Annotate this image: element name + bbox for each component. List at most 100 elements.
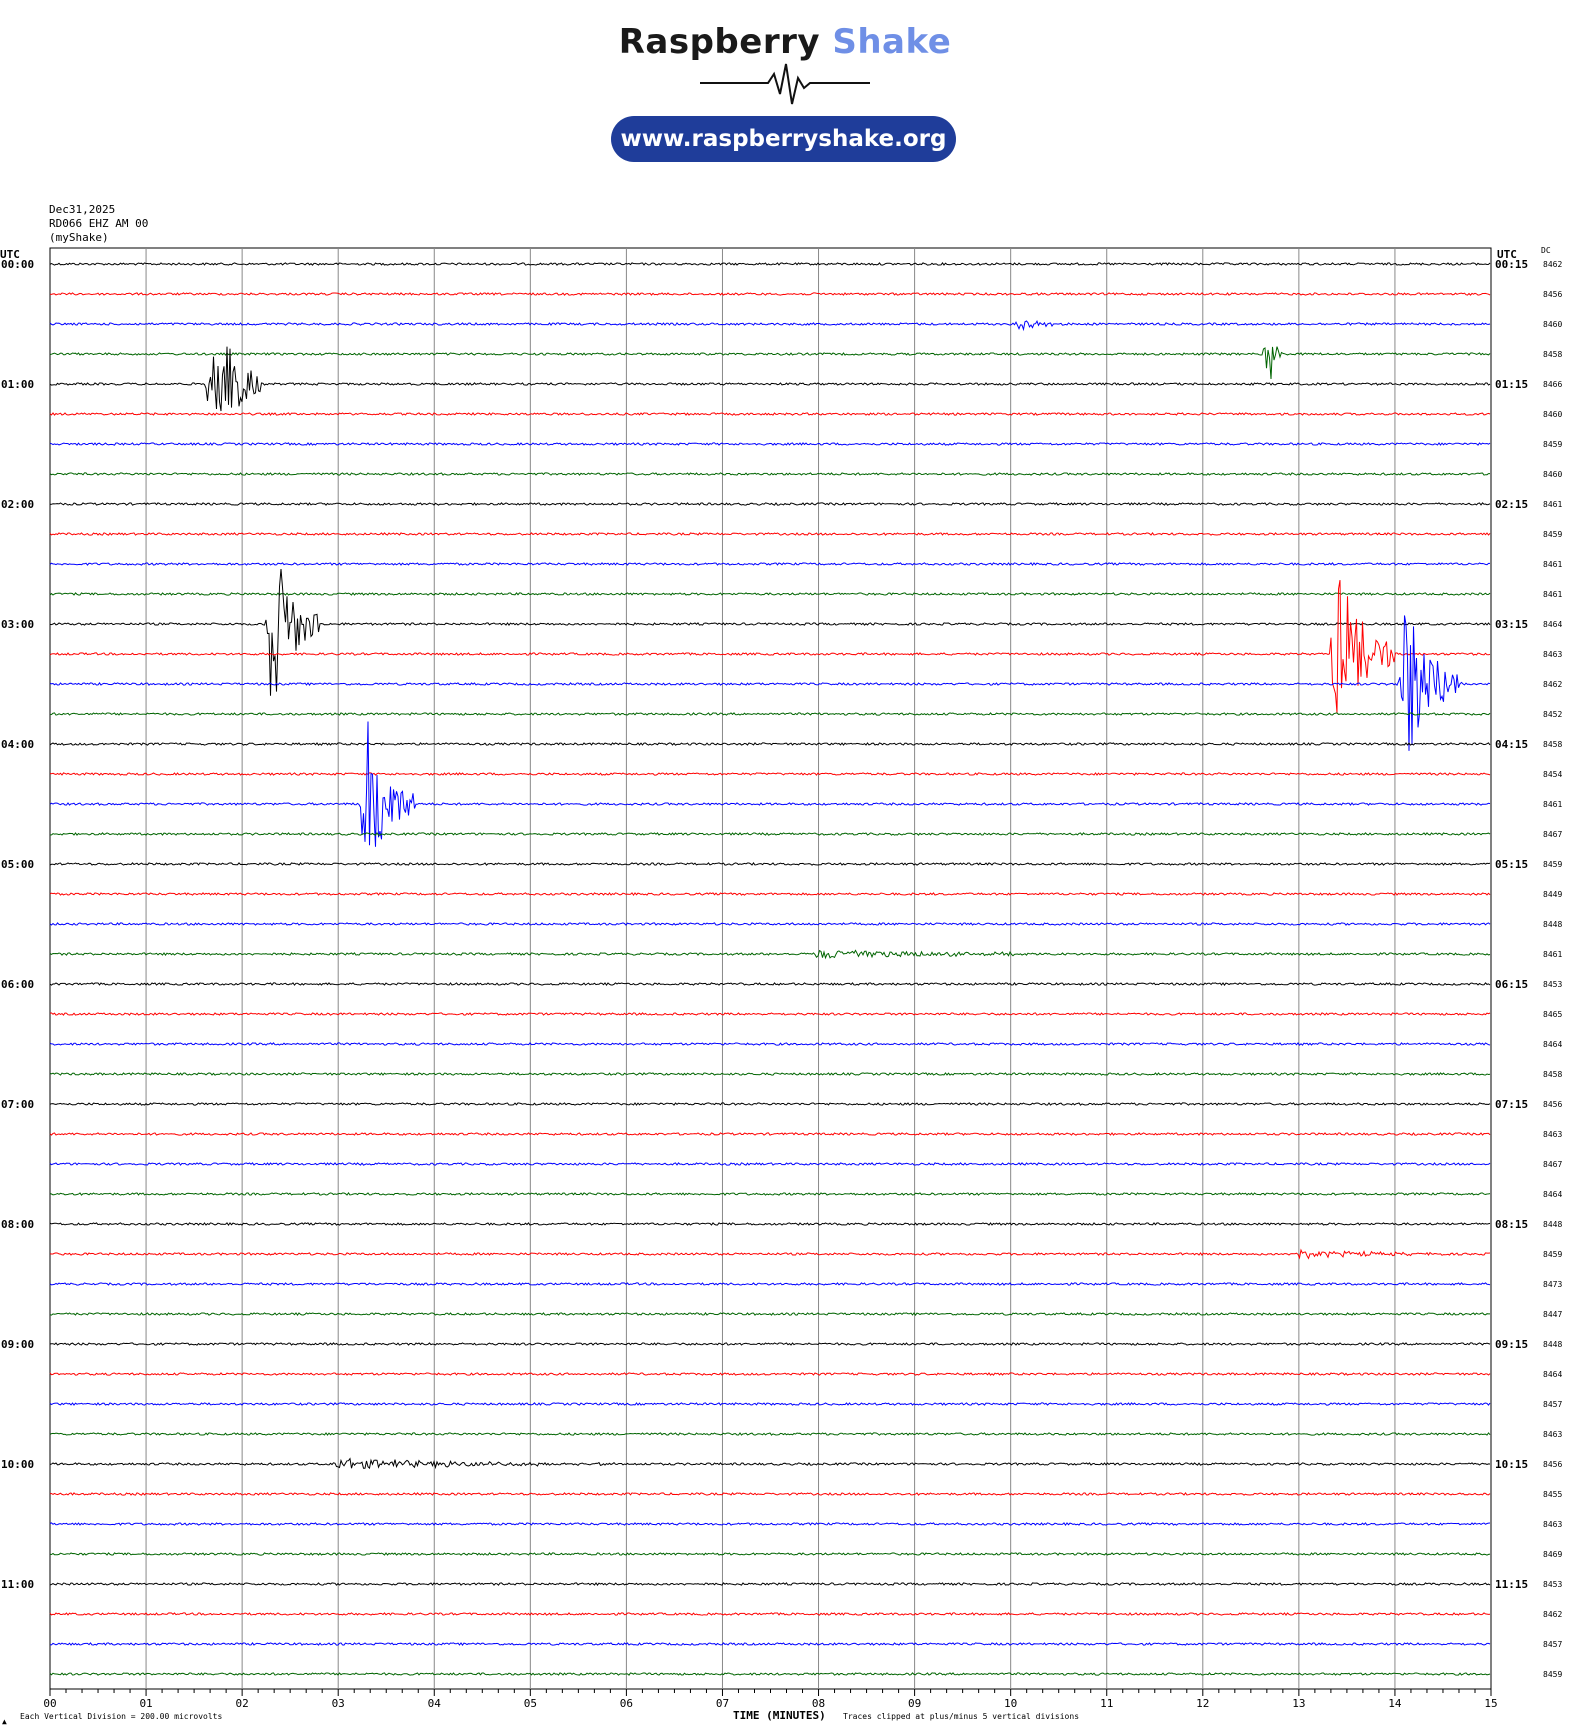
website-link[interactable]: www.raspberryshake.org [611, 116, 956, 162]
dc-value-label: 8465 [1543, 1010, 1562, 1019]
brand-main: Raspberry [618, 22, 821, 62]
trace-row [49, 892, 1491, 896]
trace-row [49, 712, 1491, 716]
trace-row [49, 862, 1491, 866]
seismic-wave-icon [700, 63, 870, 105]
date-label: Dec31,2025 [49, 203, 116, 216]
dc-value-label: 8447 [1543, 1310, 1562, 1319]
trace-row [49, 1248, 1491, 1260]
dc-value-label: 8463 [1543, 650, 1562, 659]
right-time-label: 11:15 [1495, 1578, 1528, 1591]
trace-row [49, 1492, 1491, 1496]
left-time-label: 11:00 [1, 1578, 34, 1591]
x-tick-label: 11 [1100, 1697, 1113, 1710]
trace-row [49, 292, 1491, 296]
x-tick-label: 02 [236, 1697, 249, 1710]
x-tick-label: 12 [1196, 1697, 1209, 1710]
dc-value-label: 8459 [1543, 1670, 1562, 1679]
dc-value-label: 8457 [1543, 1400, 1562, 1409]
dc-value-label: 8453 [1543, 980, 1562, 989]
trace-row [49, 1012, 1491, 1016]
right-utc-caption: UTC [1497, 248, 1517, 261]
x-tick-label: 08 [812, 1697, 825, 1710]
trace-row [49, 1312, 1490, 1316]
trace-row [49, 1162, 1491, 1166]
left-time-label: 00:00 [1, 258, 34, 271]
dc-value-label: 8459 [1543, 530, 1562, 539]
trace-row [49, 1642, 1491, 1646]
dc-value-label: 8461 [1543, 950, 1562, 959]
dc-value-label: 8457 [1543, 1640, 1562, 1649]
brand-title: Raspberry Shake [0, 22, 1570, 62]
dc-value-label: 8463 [1543, 1130, 1562, 1139]
trace-row [49, 742, 1491, 746]
brand-accent: Shake [832, 22, 952, 62]
left-time-label: 02:00 [1, 498, 34, 511]
dc-value-label: 8448 [1543, 920, 1562, 929]
right-time-label: 06:15 [1495, 978, 1528, 991]
scale-note: Each Vertical Division = 200.00 microvol… [20, 1712, 223, 1721]
x-tick-label: 04 [428, 1697, 442, 1710]
right-time-label: 03:15 [1495, 618, 1528, 631]
trace-row [49, 1282, 1491, 1286]
trace-row [49, 1372, 1491, 1376]
left-time-label: 07:00 [1, 1098, 34, 1111]
right-time-label: 09:15 [1495, 1338, 1528, 1351]
trace-row [49, 832, 1491, 836]
dc-value-label: 8466 [1543, 380, 1562, 389]
trace-row [49, 922, 1491, 926]
dc-value-label: 8452 [1543, 710, 1562, 719]
trace-row [49, 1102, 1491, 1106]
dc-value-label: 8463 [1543, 1520, 1562, 1529]
trace-row [49, 412, 1491, 416]
trace-row [49, 592, 1491, 596]
trace-row [49, 1612, 1491, 1616]
right-time-label: 00:15 [1495, 258, 1528, 271]
dc-value-label: 8458 [1543, 740, 1562, 749]
dc-value-label: 8462 [1543, 680, 1562, 689]
header: Raspberry Shake www.raspberryshake.org [0, 0, 1570, 175]
dc-value-label: 8453 [1543, 1580, 1562, 1589]
trace-row [49, 1582, 1491, 1586]
left-time-label: 09:00 [1, 1338, 34, 1351]
dc-value-label: 8461 [1543, 500, 1562, 509]
dc-value-label: 8460 [1543, 320, 1562, 329]
right-time-label: 02:15 [1495, 498, 1528, 511]
dc-value-label: 8459 [1543, 1250, 1562, 1259]
trace-row [49, 1342, 1491, 1346]
right-time-label: 05:15 [1495, 858, 1528, 871]
trace-row [49, 1432, 1491, 1436]
right-time-label: 08:15 [1495, 1218, 1528, 1231]
dc-value-label: 8456 [1543, 1460, 1562, 1469]
x-tick-label: 10 [1004, 1697, 1017, 1710]
trace-row [49, 262, 1491, 266]
dc-value-label: 8469 [1543, 1550, 1562, 1559]
x-tick-label: 15 [1484, 1697, 1497, 1710]
x-tick-label: 07 [716, 1697, 729, 1710]
dc-value-label: 8463 [1543, 1430, 1562, 1439]
trace-row [49, 1672, 1491, 1676]
trace-row [49, 982, 1491, 986]
trace-row [49, 569, 1491, 696]
trace-row [49, 1042, 1491, 1046]
x-tick-label: 01 [139, 1697, 152, 1710]
x-tick-label: 00 [43, 1697, 56, 1710]
x-tick-label: 13 [1292, 1697, 1305, 1710]
clip-note: Traces clipped at plus/minus 5 vertical … [843, 1712, 1080, 1721]
dc-value-label: 8460 [1543, 470, 1562, 479]
trace-row [49, 472, 1490, 476]
x-tick-label: 05 [524, 1697, 537, 1710]
trace-row [49, 1222, 1491, 1226]
trace-row [49, 1457, 1491, 1470]
dc-caption: DC [1541, 246, 1551, 255]
trace-row [49, 346, 1491, 380]
left-utc-caption: UTC [0, 248, 20, 261]
right-time-label: 07:15 [1495, 1098, 1528, 1111]
dc-value-label: 8456 [1543, 1100, 1562, 1109]
x-tick-label: 03 [332, 1697, 345, 1710]
left-time-label: 04:00 [1, 738, 34, 751]
dc-value-label: 8458 [1543, 350, 1562, 359]
trace-row [49, 532, 1491, 536]
left-time-label: 06:00 [1, 978, 34, 991]
